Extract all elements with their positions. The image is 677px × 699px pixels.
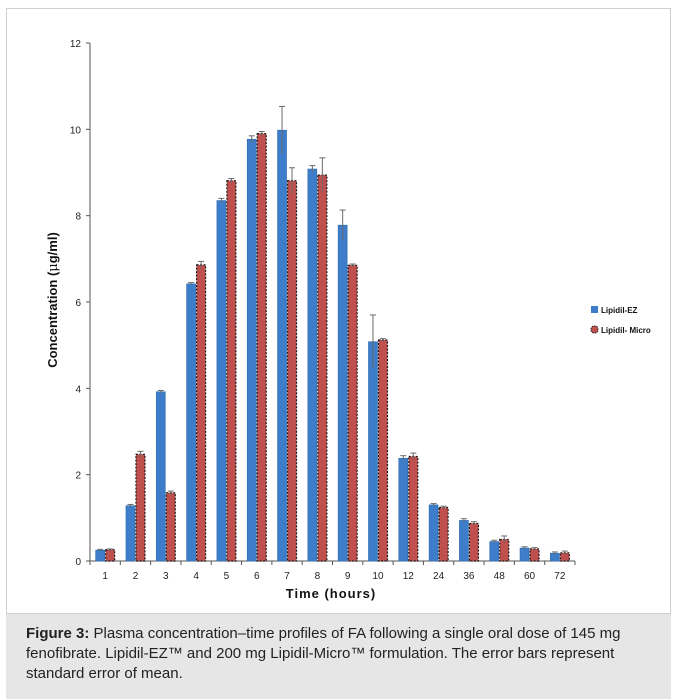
bar-lipidil-micro	[165, 492, 176, 562]
legend: Lipidil-EZ Lipidil- Micro	[590, 306, 651, 335]
x-tick-label: 2	[133, 571, 139, 582]
legend-swatch-lipidil-micro	[590, 325, 599, 334]
figure-caption: Figure 3: Plasma concentration–time prof…	[26, 624, 651, 684]
x-tick-label: 4	[193, 571, 199, 582]
bar-lipidil-micro	[438, 506, 449, 562]
caption-text: Plasma concentration–time profiles of FA…	[26, 625, 621, 682]
x-tick-label: 6	[254, 571, 260, 582]
bar-lipidil-ez	[337, 224, 348, 562]
bar-lipidil-micro	[105, 549, 116, 562]
x-tick-label: 8	[315, 571, 321, 582]
bar-lipidil-ez	[186, 283, 196, 562]
bar-lipidil-ez	[216, 200, 227, 562]
x-axis-title: Time (hours)	[286, 586, 377, 601]
bar-lipidil-micro	[468, 522, 480, 562]
caption-box: Figure 3: Plasma concentration–time prof…	[6, 614, 671, 699]
bar-lipidil-micro	[529, 548, 540, 562]
x-tick-label: 12	[403, 571, 415, 582]
bar-lipidil-ez	[125, 505, 136, 562]
legend-swatch-lipidil-ez	[591, 306, 598, 313]
bar-lipidil-ez	[155, 391, 166, 562]
bar-lipidil-micro	[256, 133, 267, 562]
bar-lipidil-ez	[95, 549, 105, 562]
x-tick-label: 3	[163, 571, 169, 582]
y-tick-label: 10	[70, 125, 82, 136]
legend-label: Lipidil-EZ	[601, 306, 638, 315]
x-tick-label: 10	[372, 571, 384, 582]
x-tick-label: 1	[102, 571, 108, 582]
legend-label: Lipidil- Micro	[601, 326, 651, 335]
x-axis: 1 2 3 4 5 6 7 8 9 10 12 24 36 48 60 72	[89, 560, 576, 582]
y-tick-label: 6	[75, 298, 81, 309]
bar-lipidil-ez	[428, 504, 439, 562]
bar-lipidil-ez	[398, 457, 409, 562]
y-tick-label: 8	[75, 212, 81, 223]
y-tick-label: 4	[75, 384, 81, 395]
y-tick-label: 0	[75, 557, 81, 568]
x-tick-label: 5	[224, 571, 230, 582]
bar-lipidil-micro	[347, 264, 358, 562]
caption-label: Figure 3:	[26, 625, 90, 642]
bar-lipidil-ez	[459, 520, 469, 562]
bar-lipidil-micro	[377, 339, 389, 562]
bar-lipidil-micro	[195, 264, 207, 562]
bar-lipidil-micro	[286, 180, 298, 562]
bar-lipidil-ez	[307, 168, 318, 562]
x-tick-label: 9	[345, 571, 351, 582]
bar-lipidil-ez	[489, 541, 500, 562]
error-bars	[97, 105, 568, 555]
bar-lipidil-micro	[135, 453, 146, 562]
x-tick-label: 72	[554, 571, 566, 582]
x-tick-label: 60	[524, 571, 536, 582]
y-tick-label: 2	[75, 471, 81, 482]
bar-lipidil-micro	[317, 174, 328, 562]
bar-lipidil-micro	[408, 455, 419, 562]
y-tick-label: 12	[70, 39, 82, 50]
x-tick-label: 7	[284, 571, 290, 582]
bar-lipidil-ez	[519, 547, 530, 562]
x-tick-label: 24	[433, 571, 445, 582]
x-tick-label: 36	[463, 571, 475, 582]
x-tick-label: 48	[494, 571, 506, 582]
bar-lipidil-ez	[277, 129, 287, 562]
bar-lipidil-ez	[246, 138, 257, 562]
y-axis-title: Concentration (μg/ml)	[45, 232, 61, 368]
bar-lipidil-ez	[368, 341, 378, 562]
bar-lipidil-micro	[226, 180, 237, 562]
bars	[95, 129, 570, 562]
y-axis: 0 2 4 6 8 10 12	[70, 39, 91, 568]
